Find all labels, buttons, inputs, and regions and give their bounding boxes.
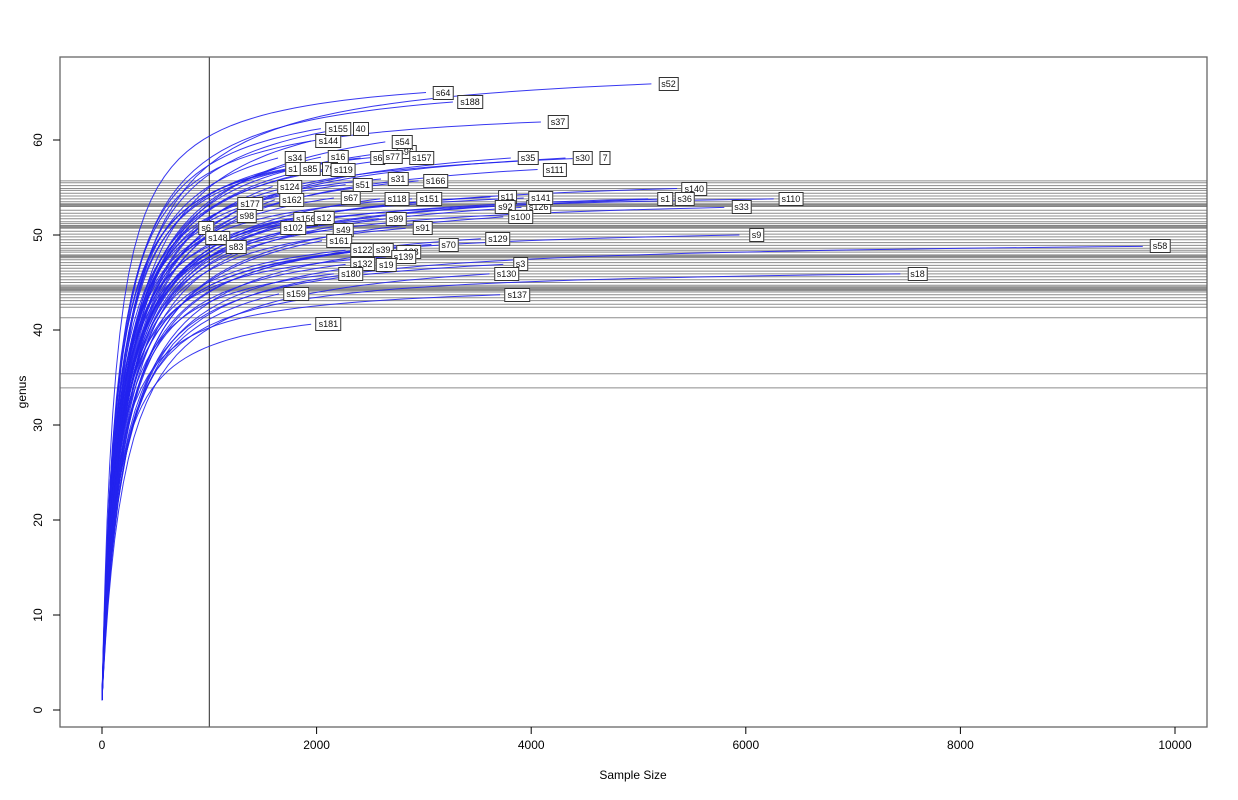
x-axis-tick-label: 10000 [1158, 738, 1192, 752]
rarefaction-curve-s141 [101, 197, 524, 701]
y-axis-tick-label: 40 [31, 323, 45, 337]
rarefaction-curve-s128 [101, 251, 392, 701]
y-axis-tick-label: 0 [31, 706, 45, 713]
y-axis-tick-label: 60 [31, 133, 45, 147]
rarefaction-curve-s16 [101, 156, 322, 701]
rarefaction-curve-s37 [101, 121, 541, 701]
rarefaction-curve-s51 [101, 184, 346, 701]
y-axis-tick-label: 50 [31, 228, 45, 242]
x-axis-tick-label: 8000 [947, 738, 974, 752]
rarefaction-curve-s67 [101, 197, 334, 701]
rarefaction-curve-s52 [101, 83, 652, 701]
rarefaction-curve-s64 [101, 92, 427, 701]
x-axis-tick-label: 0 [99, 738, 106, 752]
rarefaction-curve-s129 [101, 238, 481, 701]
y-axis-tick-label: 10 [31, 608, 45, 622]
rarefaction-curve-s18 [101, 273, 901, 701]
y-axis-tick-label: 30 [31, 418, 45, 432]
rarefaction-curve-s188 [101, 101, 453, 701]
rarefaction-curve-s11 [101, 196, 491, 701]
rarefaction-curve-s33 [101, 206, 725, 701]
plot-box [59, 56, 1208, 728]
x-axis-tick-label: 2000 [303, 738, 330, 752]
y-axis-tick-label: 20 [31, 513, 45, 527]
x-axis-tick-label: 6000 [732, 738, 759, 752]
rarefaction-curve-s137 [101, 294, 501, 701]
x-axis-title: Sample Size [599, 768, 667, 782]
rarefaction-curve-s9 [101, 234, 740, 701]
rarefaction-curve-s181 [101, 323, 312, 701]
rarefaction-curve-s148 [101, 237, 201, 701]
x-axis-tick-label: 4000 [518, 738, 545, 752]
rarefaction-curve-s85 [101, 168, 294, 701]
rarefaction-curve-s58 [101, 245, 1143, 701]
y-axis-title: genus [15, 375, 29, 409]
